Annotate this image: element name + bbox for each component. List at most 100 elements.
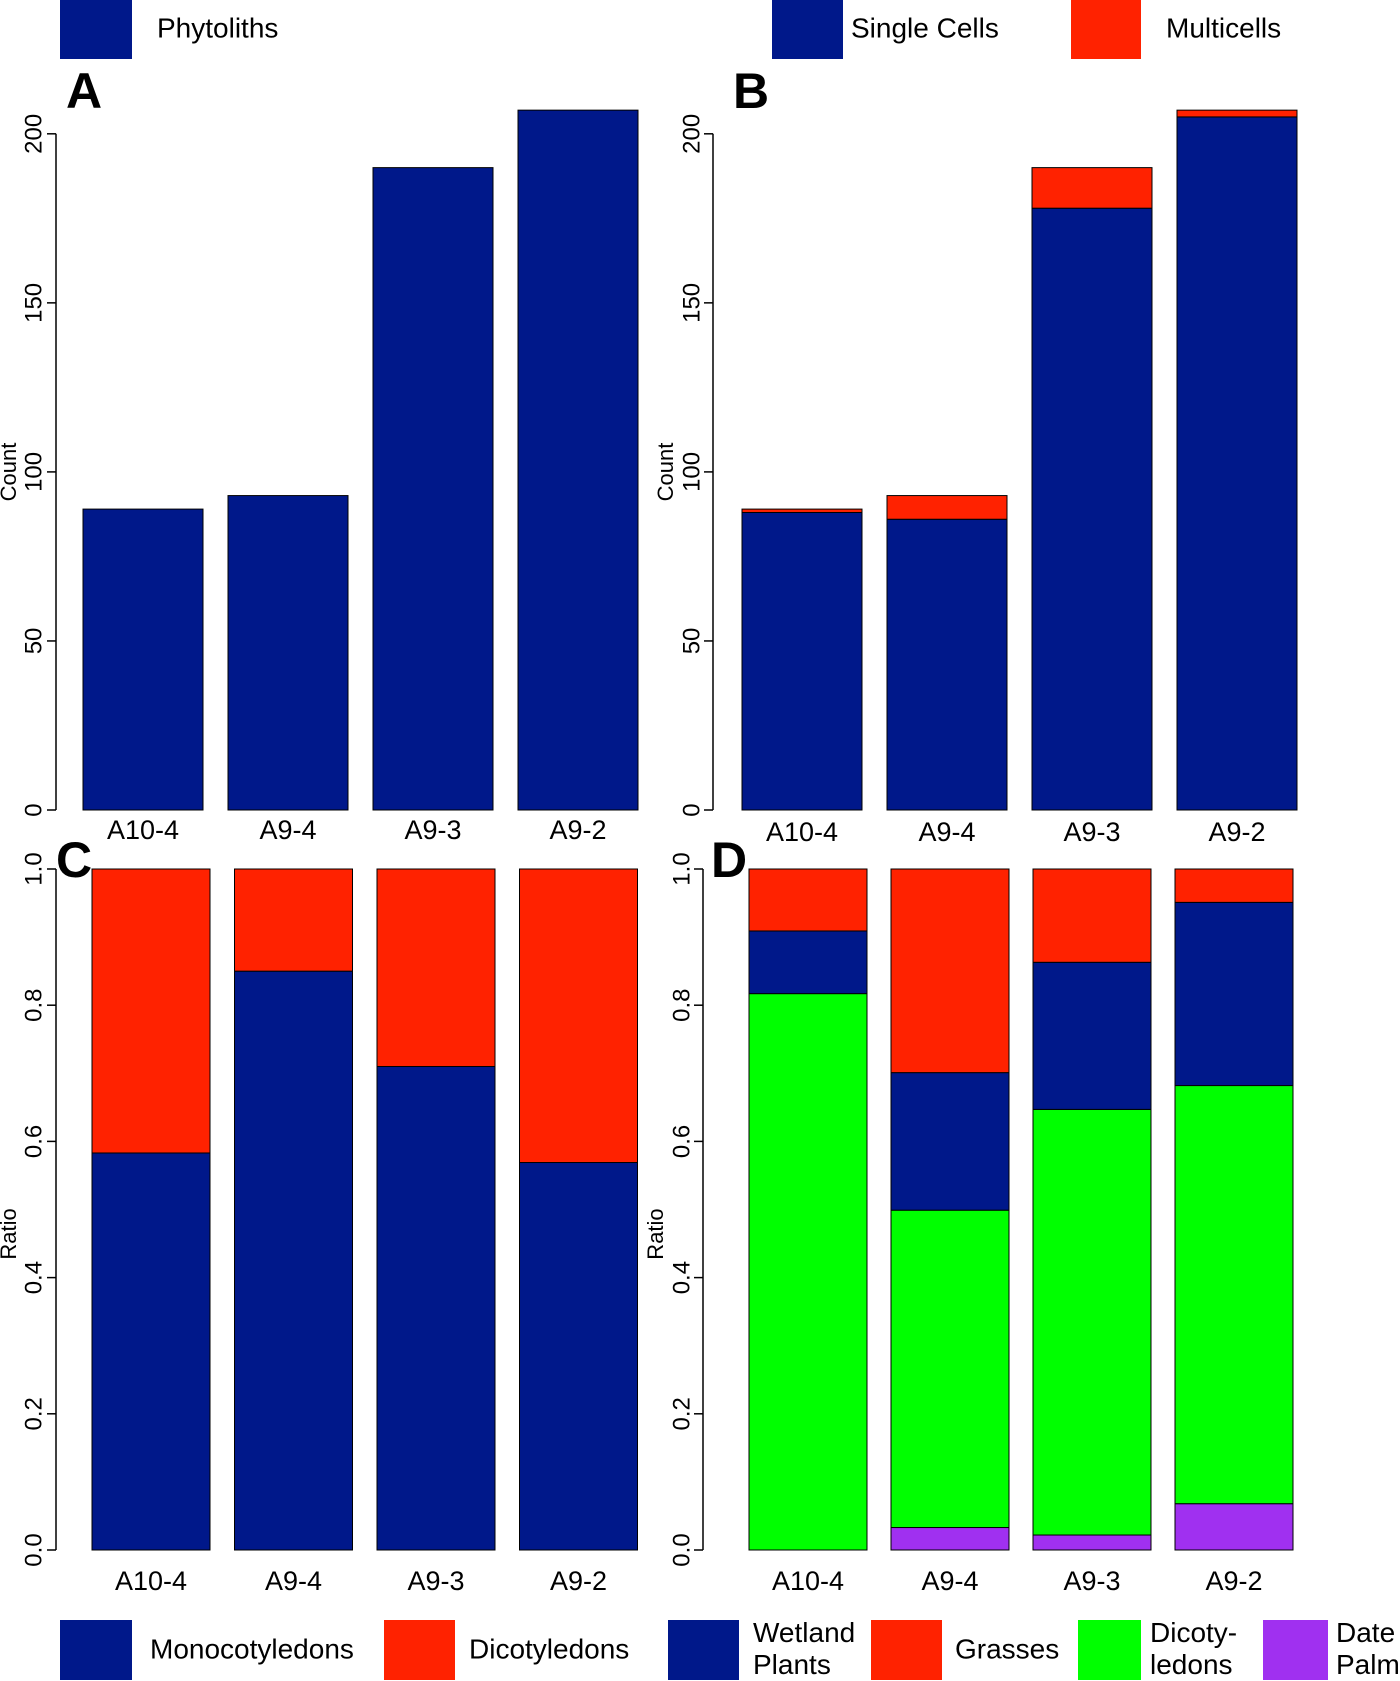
bar [1174,901,1294,1087]
panel-label: A [66,63,102,119]
panel-label: C [56,832,92,888]
x-tick-label: A10-4 [115,1566,187,1596]
bar [1176,116,1298,811]
y-tick-label: 0.8 [20,989,47,1022]
y-tick-label: 0.4 [668,1261,695,1294]
bar [890,1209,1010,1529]
y-tick-label: 100 [20,452,47,492]
y-tick-label: 1.0 [20,852,47,885]
y-tick-label: 50 [20,628,47,655]
x-tick-label: A9-4 [918,817,975,847]
x-tick-label: A9-3 [404,815,461,845]
x-tick-label: A9-4 [921,1566,978,1596]
y-tick-label: 1.0 [668,852,695,885]
y-tick-label: 0.6 [668,1125,695,1158]
legend-swatch [60,1620,132,1680]
bar [376,1065,496,1551]
bar [890,1072,1010,1211]
legend-label: Date Palm [1336,1617,1400,1680]
y-tick-label: 200 [678,114,705,154]
bar [886,518,1008,811]
legend-swatch [668,1620,739,1680]
y-axis-label: Ratio [643,1208,668,1259]
bar [234,868,353,972]
x-tick-label: A9-2 [550,1566,607,1596]
bar [1174,1503,1294,1551]
bar [1174,1085,1294,1505]
bar [748,993,868,1551]
y-tick-label: 0 [678,803,705,816]
x-tick-label: A9-3 [1063,1566,1120,1596]
y-tick-label: 150 [678,283,705,323]
y-tick-label: 150 [20,283,47,323]
legend-swatch [384,1620,455,1680]
y-axis-label: Ratio [0,1208,21,1259]
bar [227,495,349,811]
bar [748,868,868,932]
bar [1032,961,1152,1110]
bar [886,495,1008,520]
legend-label: Phytoliths [157,12,278,43]
bar [748,930,868,995]
legend-label: Single Cells [851,12,999,43]
x-tick-label: A9-3 [1063,817,1120,847]
x-tick-label: A10-4 [107,815,179,845]
x-tick-label: A9-4 [259,815,316,845]
x-tick-label: A9-3 [407,1566,464,1596]
y-axis-label: Count [653,443,678,502]
y-tick-label: 0.0 [20,1533,47,1566]
bar [91,868,211,1154]
bar [890,1527,1010,1551]
legend-label: Multicells [1166,12,1281,43]
bar [1031,167,1153,209]
y-tick-label: 0.2 [20,1397,47,1430]
bar [376,868,496,1067]
legend-label: Dicoty-ledons [1150,1617,1237,1680]
legend-swatch [60,0,132,59]
legend-label: Grasses [955,1633,1059,1664]
y-tick-label: 0.8 [668,989,695,1022]
y-axis-label: Count [0,443,21,502]
bar [1174,868,1294,903]
legend-label: Wetland Plants [753,1617,855,1680]
y-tick-label: 0.2 [668,1397,695,1430]
legend-label: Monocotyledons [150,1633,354,1664]
x-tick-label: A9-2 [1208,817,1265,847]
bar [1176,109,1298,118]
legend-label: Dicotyledons [469,1633,629,1664]
x-tick-label: A9-2 [1205,1566,1262,1596]
legend-swatch [1071,0,1141,59]
bar [890,868,1010,1074]
bar [1031,207,1153,811]
bar [519,868,638,1164]
panel-label: B [733,63,769,119]
bar [1032,1534,1152,1551]
y-tick-label: 50 [678,628,705,655]
legend-swatch [1263,1620,1328,1680]
bar [1032,1108,1152,1536]
bar [1032,868,1152,963]
bar [234,970,353,1551]
legend-swatch [1078,1620,1141,1680]
x-tick-label: A10-4 [772,1566,844,1596]
bar [741,511,863,811]
x-tick-label: A10-4 [766,817,838,847]
bar [517,109,639,811]
x-tick-label: A9-2 [549,815,606,845]
legend-swatch [772,0,843,59]
bar [372,167,494,811]
y-tick-label: 0.0 [668,1533,695,1566]
bar [82,508,204,811]
x-tick-label: A9-4 [265,1566,322,1596]
y-tick-label: 100 [678,452,705,492]
bar [91,1152,211,1551]
y-tick-label: 200 [20,114,47,154]
y-tick-label: 0 [20,803,47,816]
y-tick-label: 0.4 [20,1261,47,1294]
bar [741,508,863,513]
bar [519,1162,638,1551]
y-tick-label: 0.6 [20,1125,47,1158]
panel-label: D [711,832,747,888]
legend-swatch [871,1620,942,1680]
